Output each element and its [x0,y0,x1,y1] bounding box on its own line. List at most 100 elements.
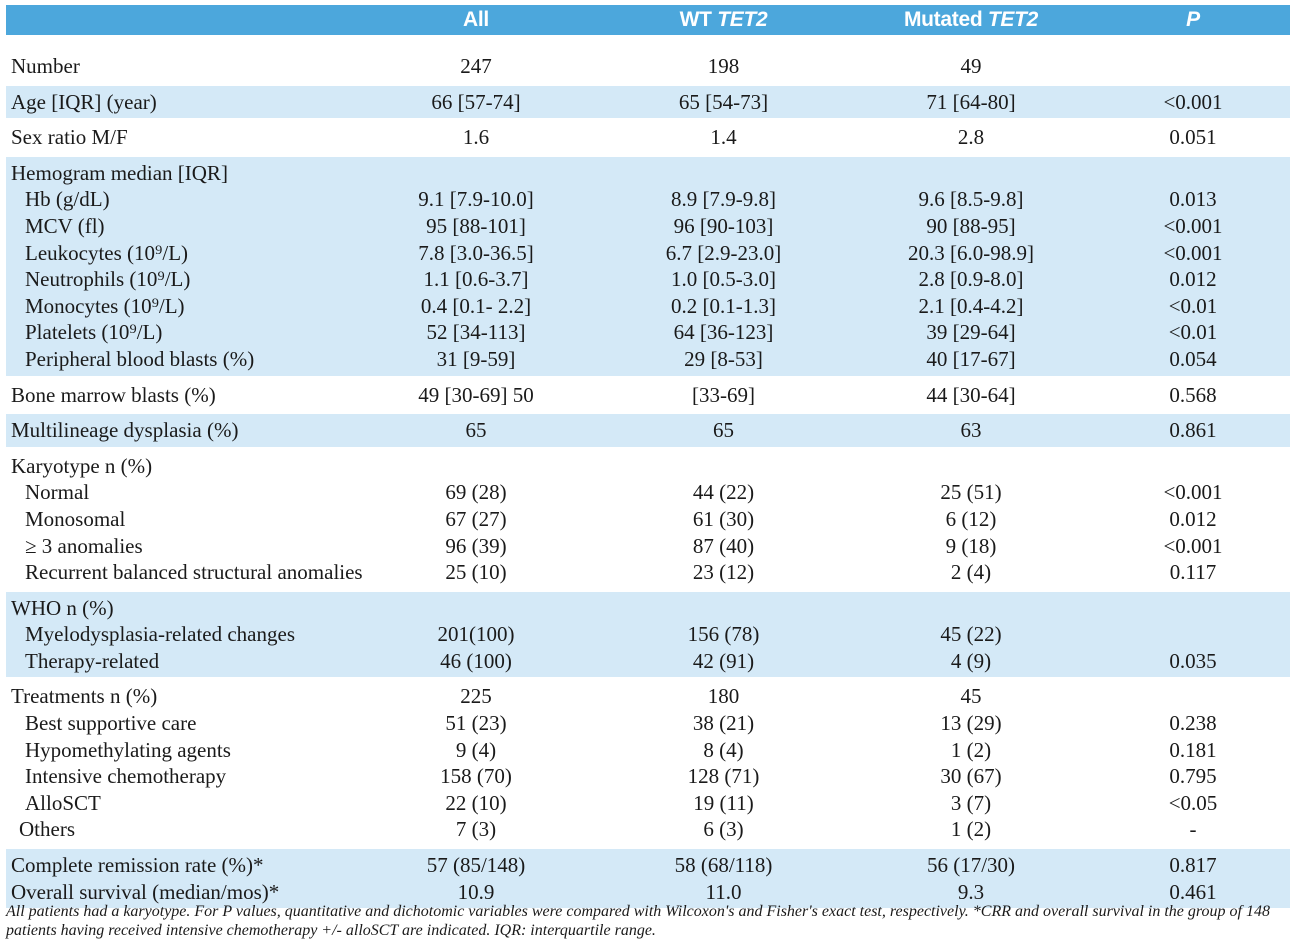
p-value-cell: 0.861 [1096,414,1290,447]
mutated-value: 45 (22) [940,622,1002,647]
wt-value: [33-69] [692,382,755,407]
row-label: ≥ 3 anomalies [25,533,143,558]
row-label: Hb (g/dL) [25,187,110,212]
wt-value: 23 (12) [692,560,755,585]
row-label: Therapy-related [25,648,160,673]
p-value: <0.01 [1168,293,1218,318]
mutated-value: 20.3 [6.0-98.9] [908,240,1034,265]
mutated-value: 13 (29) [940,711,1002,736]
table-row-group: Treatments n (%) Best supportive care Hypo… [6,680,1290,846]
mutated-value: 90 [88-95] [926,213,1016,238]
p-value: 0.795 [1169,764,1217,789]
table-row-group: Complete remission rate (%)* Overall surv… [6,849,1290,909]
mutated-value: 45 [960,684,982,709]
header-mut-gene: TET2 [987,8,1039,31]
mutated-value: 9 (18) [945,533,997,558]
all-value-cell: 66 [57-74] [351,85,601,119]
table-row-group: Multilineage dysplasia (%) 65 65 63 0.861 [6,414,1290,447]
wt-value-cell: [33-69] [601,379,846,412]
header-mutated-tet2: Mutated TET2 [846,5,1096,35]
wt-value: 6 (3) [703,817,744,842]
p-value: 0.013 [1169,187,1217,212]
mutated-value: 1 (2) [950,817,992,842]
all-value: ​ [351,595,601,622]
row-label: Multilineage dysplasia (%) [11,418,239,443]
row-label: Recurrent balanced structural anomalies [25,560,363,585]
all-value: ​ [351,453,601,480]
all-value: 22 (10) [445,790,507,815]
mutated-value: 2 (4) [950,560,992,585]
all-value-cell: 225 51 (23) 9 (4) 158 (70) 22 (10) 7 (3) [351,680,601,846]
wt-value: 61 (30) [692,506,755,531]
wt-value: ​ [601,595,846,622]
all-value-cell: 65 [351,414,601,447]
p-value: 0.817 [1169,853,1217,878]
all-value: ​ [351,160,601,187]
header-label-cell [6,5,351,35]
wt-value: 8 (4) [703,737,744,762]
header-wt-prefix: WT [679,8,718,31]
wt-value: 64 [36-123] [673,320,774,345]
wt-value-cell: 58 (68/118) 11.0 [601,849,846,909]
all-value: 95 [88-101] [426,213,526,238]
row-label-cell: Complete remission rate (%)* Overall surv… [6,849,351,909]
p-value: <0.001 [1163,213,1223,238]
all-value: 66 [57-74] [431,89,521,114]
all-value-cell: 49 [30-69] 50 [351,379,601,412]
wt-value-cell: 1.4 [601,121,846,154]
all-value: 49 [30-69] 50 [418,382,534,407]
mutated-value: 6 (12) [945,506,997,531]
all-value-cell: 57 (85/148) 10.9 [351,849,601,909]
row-label: Hypomethylating agents [25,737,231,762]
table-footnote: All patients had a karyotype. For P valu… [6,903,1270,939]
p-value: 0.035 [1169,648,1217,673]
row-label-cell: Bone marrow blasts (%) [6,379,351,412]
all-value-cell: ​201(100)46 (100) [351,591,601,678]
row-label-cell: Treatments n (%) Best supportive care Hypo… [6,680,351,846]
mutated-value-cell: 71 [64-80] [846,85,1096,119]
table-header: All WT TET2 Mutated TET2 P [6,5,1290,35]
p-value: 0.012 [1169,267,1217,292]
p-value: ​ [1096,53,1290,80]
all-value: 65 [465,418,487,443]
p-value: ​ [1096,595,1290,622]
results-table-container: All WT TET2 Mutated TET2 P Number 247 198 4… [6,5,1290,909]
wt-value: 87 (40) [692,533,755,558]
p-value: - [1189,817,1197,842]
all-value-cell: 1.6 [351,121,601,154]
wt-value: ​ [601,453,846,480]
all-value: 201(100) [437,622,515,647]
row-label: Peripheral blood blasts (%) [25,346,255,371]
all-value: 10.9 [457,879,495,904]
all-value: 7 (3) [455,817,497,842]
wt-value-cell: 180 38 (21) 8 (4) 128 (71) 19 (11) 6 (3) [601,680,846,846]
mutated-value-cell: ​45 (22)4 (9) [846,591,1096,678]
p-value: 0.012 [1169,506,1217,531]
mutated-value: ​ [846,453,1096,480]
p-value-cell: 0.817 0.461 [1096,849,1290,909]
wt-value-cell: ​44 (22)61 (30)87 (40)23 (12) [601,450,846,589]
p-value: <0.001 [1163,480,1223,505]
all-value: 247 [460,54,492,78]
table-body: Number 247 198 49 ​ Age [IQR] (year) 66 [57-74… [6,35,1290,909]
all-value: 7.8 [3.0-36.5] [418,240,534,265]
p-value: ​ [1096,683,1290,710]
all-value: 9 (4) [455,737,497,762]
mutated-value-cell: ​9.6 [8.5-9.8]90 [88-95]20.3 [6.0-98.9]2… [846,156,1096,376]
row-label: Treatments n (%) [11,684,158,709]
wt-value-cell: ​156 (78)42 (91) [601,591,846,678]
mutated-value: ​ [846,160,1096,187]
mutated-value-cell: 2.8 [846,121,1096,154]
header-p-value: P [1096,5,1290,35]
wt-value: 11.0 [705,879,742,904]
all-value: 1.1 [0.6-3.7] [423,267,529,292]
all-value: 52 [34-113] [426,320,526,345]
header-mut-prefix: Mutated [903,8,988,31]
all-value: 158 (70) [440,764,512,789]
all-value: 225 [460,684,492,709]
row-label: WHO n (%) [11,595,114,620]
row-label: Neutrophils (10⁹/L) [25,267,191,292]
mutated-value: 71 [64-80] [926,89,1016,114]
row-label-cell: Karyotype n (%) Normal Monosomal ≥ 3 anomal… [6,450,363,589]
mutated-value: 9.3 [957,879,985,904]
